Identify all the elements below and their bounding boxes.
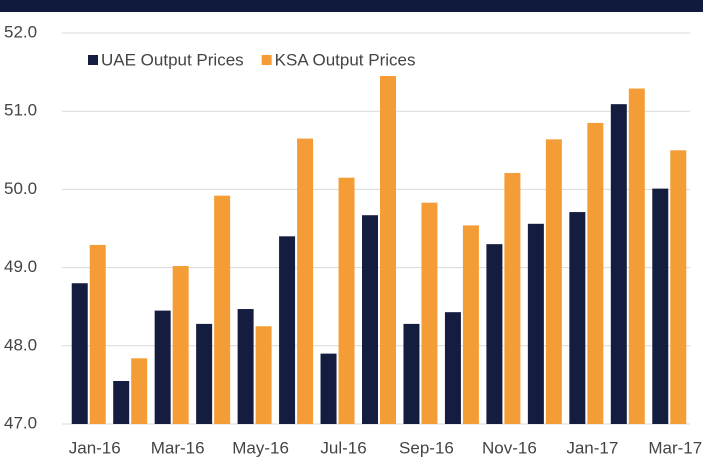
bar	[338, 177, 355, 424]
x-tick-label: Mar-17	[648, 438, 702, 457]
bar	[196, 323, 213, 424]
bar	[255, 326, 272, 424]
bar	[569, 212, 586, 424]
y-tick-label: 47.0	[4, 413, 37, 432]
bar	[545, 139, 562, 425]
x-tick-label: Jan-16	[69, 438, 121, 457]
bar	[421, 202, 438, 424]
legend-swatch	[88, 55, 98, 65]
legend-swatch	[261, 55, 272, 65]
bar	[652, 188, 669, 424]
x-tick-label: May-16	[232, 438, 289, 457]
bar	[71, 283, 88, 424]
y-tick-label: 48.0	[4, 335, 37, 354]
x-tick-label: Mar-16	[151, 438, 205, 457]
legend-label: KSA Output Prices	[275, 50, 416, 69]
x-tick-label: Jan-17	[566, 438, 618, 457]
bar	[527, 223, 544, 424]
legend-label: UAE Output Prices	[101, 50, 244, 69]
bar	[403, 323, 420, 424]
bar	[587, 122, 604, 425]
bar	[362, 215, 378, 424]
bar	[444, 312, 461, 424]
bar	[279, 236, 296, 424]
bar	[89, 244, 106, 424]
header-strip	[0, 0, 703, 12]
bar	[154, 310, 171, 424]
bar	[670, 150, 687, 425]
x-tick-label: Jul-16	[320, 438, 366, 457]
bar	[297, 138, 314, 424]
y-tick-label: 52.0	[4, 22, 37, 41]
bar	[380, 76, 396, 424]
bar	[610, 104, 627, 425]
bar	[486, 244, 503, 424]
x-tick-label: Nov-16	[482, 438, 537, 457]
bar	[113, 380, 130, 424]
bar	[462, 225, 479, 424]
bar	[214, 195, 231, 424]
bar	[504, 172, 521, 424]
y-tick-label: 49.0	[4, 257, 37, 276]
bar	[628, 88, 645, 424]
y-tick-label: 51.0	[4, 101, 37, 120]
bar	[320, 353, 337, 424]
bar	[237, 309, 254, 424]
x-tick-label: Sep-16	[399, 438, 454, 457]
bar	[131, 358, 148, 424]
y-tick-label: 50.0	[4, 179, 37, 198]
bar	[172, 266, 189, 424]
